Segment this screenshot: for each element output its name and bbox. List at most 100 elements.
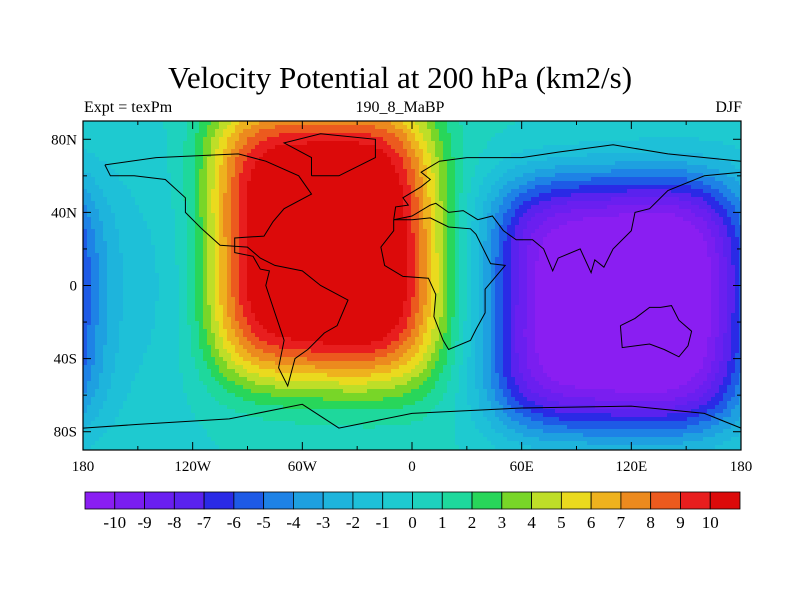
field-cell <box>287 237 292 242</box>
field-cell <box>243 165 248 170</box>
field-cell <box>251 141 256 146</box>
field-cell <box>123 129 128 134</box>
field-cell <box>247 305 252 310</box>
field-cell <box>299 417 304 422</box>
field-cell <box>275 197 280 202</box>
field-cell <box>203 313 208 318</box>
field-cell <box>139 217 144 222</box>
field-cell <box>263 333 268 338</box>
field-cell <box>279 125 284 130</box>
field-cell <box>319 421 324 426</box>
field-cell <box>235 389 240 394</box>
field-cell <box>207 409 212 414</box>
field-cell <box>91 353 96 358</box>
field-cell <box>179 125 184 130</box>
field-cell <box>251 329 256 334</box>
field-cell <box>179 189 184 194</box>
field-cell <box>227 265 232 270</box>
field-cell <box>311 333 316 338</box>
field-cell <box>127 297 132 302</box>
field-cell <box>127 177 132 182</box>
field-cell <box>151 237 156 242</box>
field-cell <box>315 189 320 194</box>
field-cell <box>159 393 164 398</box>
field-cell <box>243 353 248 358</box>
field-cell <box>159 121 164 126</box>
field-cell <box>291 317 296 322</box>
field-cell <box>203 249 208 254</box>
field-cell <box>143 253 148 258</box>
field-cell <box>191 337 196 342</box>
field-cell <box>115 293 120 298</box>
field-cell <box>127 181 132 186</box>
field-cell <box>235 253 240 258</box>
field-cell <box>203 373 208 378</box>
field-cell <box>95 413 100 418</box>
field-cell <box>183 401 188 406</box>
field-cell <box>183 441 188 446</box>
field-cell <box>103 181 108 186</box>
field-cell <box>275 217 280 222</box>
field-cell <box>267 193 272 198</box>
field-cell <box>171 333 176 338</box>
field-cell <box>259 245 264 250</box>
field-cell <box>167 193 172 198</box>
field-cell <box>155 353 160 358</box>
field-cell <box>119 409 124 414</box>
field-cell <box>291 233 296 238</box>
field-cell <box>95 345 100 350</box>
field-cell <box>179 317 184 322</box>
field-cell <box>159 401 164 406</box>
field-cell <box>167 441 172 446</box>
field-cell <box>99 197 104 202</box>
field-cell <box>99 217 104 222</box>
field-cell <box>135 173 140 178</box>
field-cell <box>215 305 220 310</box>
field-cell <box>183 257 188 262</box>
field-cell <box>139 237 144 242</box>
field-cell <box>83 193 88 198</box>
field-cell <box>151 157 156 162</box>
field-cell <box>127 249 132 254</box>
field-cell <box>235 349 240 354</box>
field-cell <box>179 413 184 418</box>
field-cell <box>263 349 268 354</box>
field-cell <box>139 349 144 354</box>
field-cell <box>199 401 204 406</box>
field-cell <box>283 161 288 166</box>
field-cell <box>87 305 92 310</box>
field-cell <box>163 169 168 174</box>
field-cell <box>203 369 208 374</box>
field-cell <box>87 149 92 154</box>
field-cell <box>143 365 148 370</box>
field-cell <box>267 385 272 390</box>
field-cell <box>139 225 144 230</box>
field-cell <box>103 189 108 194</box>
field-cell <box>283 329 288 334</box>
field-cell <box>171 393 176 398</box>
field-cell <box>99 389 104 394</box>
field-cell <box>175 421 180 426</box>
field-cell <box>227 285 232 290</box>
field-cell <box>275 153 280 158</box>
field-cell <box>167 125 172 130</box>
field-cell <box>235 129 240 134</box>
field-cell <box>115 153 120 158</box>
field-cell <box>187 413 192 418</box>
field-cell <box>175 141 180 146</box>
field-cell <box>139 433 144 438</box>
field-cell <box>135 261 140 266</box>
field-cell <box>119 321 124 326</box>
field-cell <box>87 141 92 146</box>
field-cell <box>123 305 128 310</box>
field-cell <box>103 329 108 334</box>
field-cell <box>295 293 300 298</box>
field-cell <box>223 285 228 290</box>
field-cell <box>275 125 280 130</box>
field-cell <box>259 149 264 154</box>
field-cell <box>95 257 100 262</box>
field-cell <box>235 329 240 334</box>
field-cell <box>223 405 228 410</box>
field-cell <box>183 141 188 146</box>
field-cell <box>143 441 148 446</box>
